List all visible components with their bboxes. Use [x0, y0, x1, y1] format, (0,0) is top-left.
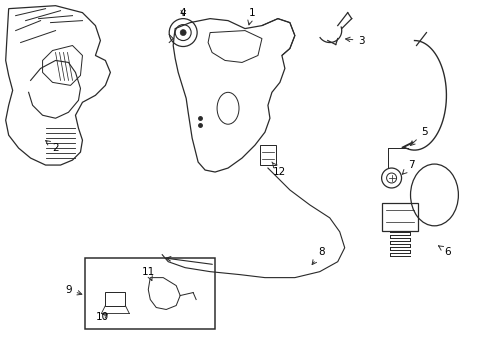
Text: 1: 1: [248, 8, 255, 25]
Bar: [260, 145, 276, 165]
Bar: [105, 292, 125, 306]
Text: 9: 9: [65, 284, 82, 295]
Text: 5: 5: [410, 127, 428, 145]
Bar: [85, 258, 215, 329]
Text: 8: 8: [312, 247, 325, 265]
Bar: [382, 203, 417, 231]
Text: 12: 12: [272, 162, 287, 177]
Text: 11: 11: [142, 267, 155, 280]
Text: 2: 2: [46, 140, 59, 153]
Text: 7: 7: [402, 160, 415, 174]
Text: 10: 10: [96, 312, 109, 323]
Text: 3: 3: [345, 36, 365, 46]
Text: 4: 4: [180, 8, 187, 18]
Text: 6: 6: [439, 246, 451, 257]
Circle shape: [180, 30, 186, 36]
